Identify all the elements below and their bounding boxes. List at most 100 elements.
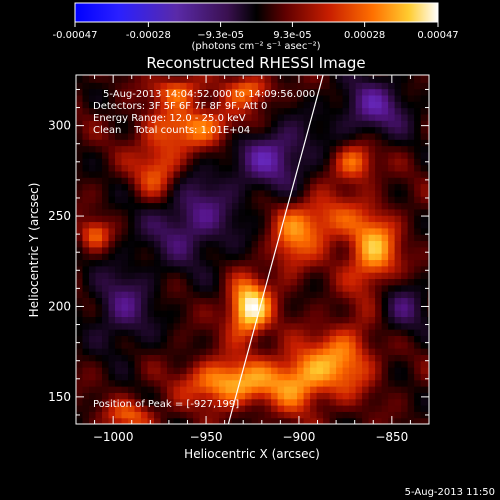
heatmap-cell (297, 316, 305, 324)
heatmap-cell (297, 94, 305, 102)
heatmap-cell (381, 120, 389, 128)
heatmap-cell (173, 265, 181, 273)
heatmap-cell (277, 113, 285, 121)
heatmap-cell (82, 265, 90, 273)
heatmap-cell (108, 202, 116, 210)
heatmap-cell (147, 126, 155, 134)
heatmap-cell (238, 392, 246, 400)
heatmap-cell (95, 398, 103, 406)
heatmap-cell (414, 341, 422, 349)
heatmap-cell (264, 310, 272, 318)
heatmap-cell (284, 310, 292, 318)
heatmap-cell (102, 360, 110, 368)
heatmap-cell (180, 126, 188, 134)
heatmap-cell (160, 234, 168, 242)
heatmap-cell (121, 240, 129, 248)
heatmap-cell (271, 145, 279, 153)
heatmap-cell (342, 348, 350, 355)
heatmap-cell (212, 284, 220, 292)
heatmap-cell (219, 253, 227, 261)
heatmap-cell (128, 151, 136, 159)
heatmap-cell (401, 386, 409, 393)
heatmap-cell (219, 208, 227, 216)
heatmap-cell (141, 297, 149, 305)
heatmap-cell (147, 348, 155, 355)
heatmap-cell (82, 208, 90, 216)
heatmap-cell (290, 291, 298, 299)
heatmap-cell (76, 392, 84, 400)
heatmap-cell (238, 411, 246, 419)
heatmap-cell (219, 392, 227, 400)
heatmap-cell (368, 75, 376, 77)
heatmap-cell (245, 82, 253, 90)
heatmap-cell (232, 189, 240, 197)
heatmap-cell (186, 284, 194, 292)
heatmap-cell (258, 82, 266, 90)
heatmap-cell (186, 202, 194, 210)
heatmap-cell (342, 221, 350, 229)
heatmap-cell (219, 240, 227, 248)
heatmap-cell (323, 145, 331, 153)
heatmap-cell (303, 82, 311, 90)
heatmap-cell (362, 215, 370, 223)
heatmap-cell (134, 303, 142, 311)
heatmap-cell (251, 215, 259, 223)
heatmap-cell (427, 278, 429, 286)
heatmap-cell (336, 310, 344, 318)
heatmap-cell (108, 310, 116, 318)
heatmap-cell (394, 145, 402, 153)
heatmap-cell (329, 405, 337, 412)
heatmap-cell (336, 75, 344, 77)
heatmap-cell (258, 411, 266, 419)
heatmap-cell (193, 101, 201, 109)
heatmap-cell (420, 240, 428, 248)
heatmap-cell (427, 227, 429, 235)
heatmap-cell (316, 354, 324, 362)
heatmap-cell (381, 151, 389, 159)
heatmap-cell (323, 398, 331, 406)
heatmap-cell (323, 88, 331, 96)
heatmap-cell (147, 107, 155, 115)
heatmap-cell (362, 202, 370, 210)
heatmap-cell (232, 234, 240, 242)
heatmap-cell (310, 417, 318, 424)
heatmap-cell (290, 335, 298, 343)
heatmap-cell (323, 354, 331, 362)
heatmap-cell (121, 234, 129, 242)
heatmap-cell (219, 335, 227, 343)
heatmap-cell (329, 341, 337, 349)
heatmap-cell (388, 234, 396, 242)
heatmap-cell (180, 234, 188, 242)
heatmap-cell (420, 227, 428, 235)
heatmap-cell (375, 341, 383, 349)
heatmap-cell (193, 75, 201, 77)
heatmap-cell (115, 284, 123, 292)
heatmap-cell (414, 215, 422, 223)
heatmap-cell (297, 291, 305, 299)
heatmap-cell (258, 177, 266, 185)
heatmap-cell (362, 208, 370, 216)
heatmap-cell (271, 240, 279, 248)
heatmap-cell (206, 234, 214, 242)
heatmap-cell (154, 322, 162, 330)
heatmap-cell (264, 360, 272, 368)
heatmap-cell (297, 177, 305, 185)
heatmap-cell (251, 405, 259, 412)
heatmap-cell (420, 158, 428, 166)
heatmap-cell (316, 183, 324, 191)
heatmap-cell (258, 322, 266, 330)
heatmap-cell (355, 107, 363, 115)
heatmap-cell (199, 227, 207, 235)
heatmap-cell (355, 405, 363, 412)
heatmap-cell (401, 253, 409, 261)
heatmap-cell (349, 183, 357, 191)
heatmap-cell (180, 151, 188, 159)
heatmap-cell (336, 392, 344, 400)
heatmap-cell (186, 177, 194, 185)
heatmap-cell (89, 278, 97, 286)
heatmap-cell (349, 265, 357, 273)
heatmap-cell (238, 183, 246, 191)
heatmap-cell (141, 322, 149, 330)
heatmap-cell (82, 335, 90, 343)
heatmap-cell (368, 405, 376, 412)
